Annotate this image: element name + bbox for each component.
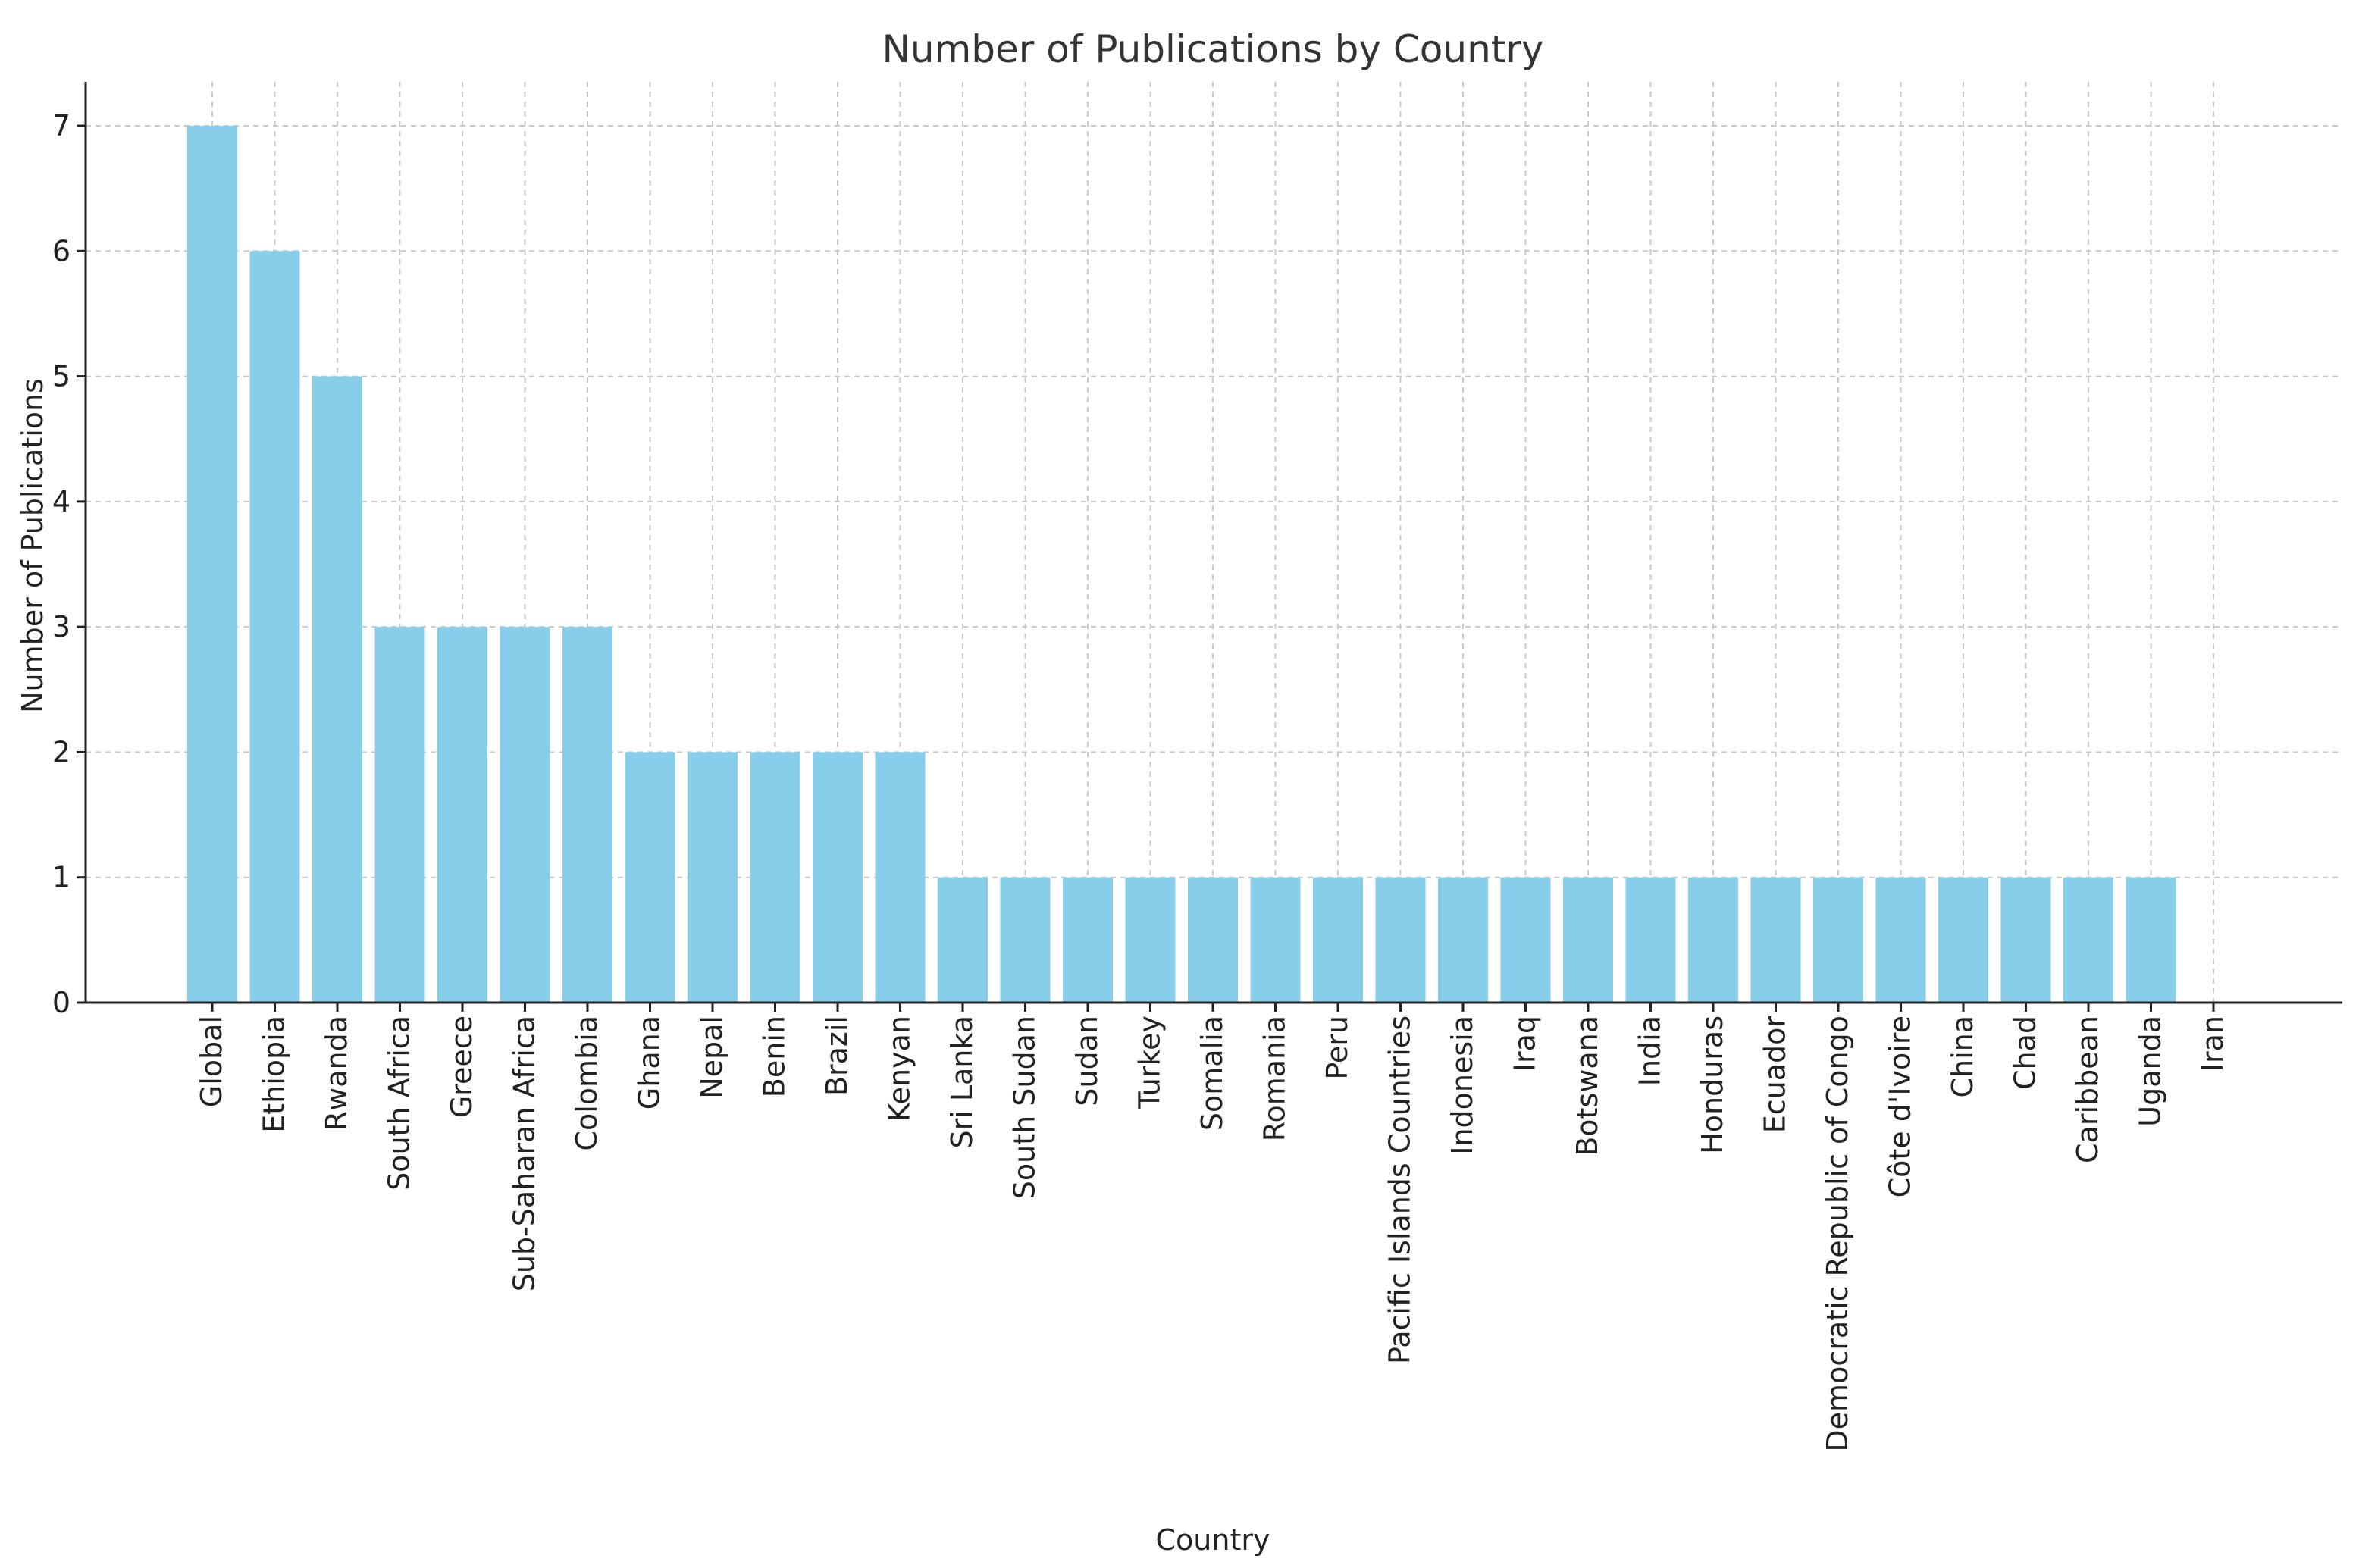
bar	[938, 877, 988, 1003]
x-tick-label: China	[1946, 1016, 1979, 1098]
bar	[1625, 877, 1676, 1003]
bar	[374, 627, 425, 1003]
x-tick-label: Peru	[1320, 1016, 1354, 1080]
x-tick-label: Colombia	[570, 1016, 603, 1151]
x-tick-label: India	[1634, 1016, 1667, 1086]
bar	[1938, 877, 1988, 1003]
chart-title: Number of Publications by Country	[882, 27, 1543, 71]
bar	[1875, 877, 1926, 1003]
bar	[1250, 877, 1301, 1003]
x-tick-labels: Global Ethiopia Rwanda South Africa Greece Su…	[195, 1016, 2229, 1452]
y-tick-labels: 0 1 2 3 4 5 6 7	[52, 109, 70, 1019]
x-tick-label: Global	[195, 1016, 228, 1107]
bar	[2126, 877, 2176, 1003]
x-tick-label: Nepal	[695, 1016, 728, 1099]
x-tick-label: Sub-Saharan Africa	[508, 1016, 541, 1291]
bar	[2000, 877, 2051, 1003]
bar	[1188, 877, 1238, 1003]
x-tick-label: Democratic Republic of Congo	[1821, 1016, 1854, 1452]
x-tick-label: South Sudan	[1008, 1016, 1042, 1199]
axes	[77, 82, 2342, 1012]
bar	[875, 752, 926, 1003]
x-tick-label: Rwanda	[320, 1016, 353, 1131]
x-tick-label: Ghana	[633, 1016, 666, 1109]
y-tick-label: 0	[52, 986, 70, 1019]
x-tick-label: Caribbean	[2071, 1016, 2104, 1163]
bar	[1688, 877, 1738, 1003]
x-tick-label: Greece	[445, 1016, 478, 1118]
bar	[500, 627, 550, 1003]
x-tick-label: Sri Lanka	[945, 1016, 979, 1149]
bar	[437, 627, 487, 1003]
x-tick-label: Indonesia	[1446, 1016, 1479, 1155]
y-tick-label: 3	[52, 610, 70, 643]
x-tick-label: Côte d'Ivoire	[1884, 1016, 1917, 1197]
bar	[1750, 877, 1801, 1003]
bar	[625, 752, 675, 1003]
bar	[187, 126, 237, 1003]
bar	[1375, 877, 1426, 1003]
x-tick-label: Ecuador	[1759, 1016, 1792, 1134]
bar	[1813, 877, 1863, 1003]
x-tick-label: Iran	[2196, 1016, 2229, 1072]
x-tick-label: Pacific Islands Countries	[1383, 1016, 1417, 1364]
x-tick-label: Benin	[758, 1016, 791, 1097]
x-tick-label: Botswana	[1571, 1016, 1604, 1156]
x-tick-label: South Africa	[383, 1016, 416, 1191]
y-tick-label: 7	[52, 109, 70, 142]
x-tick-label: Sudan	[1070, 1016, 1104, 1106]
bar	[750, 752, 800, 1003]
bar	[1500, 877, 1551, 1003]
x-tick-label: Chad	[2009, 1016, 2042, 1090]
bar	[2063, 877, 2113, 1003]
y-tick-label: 5	[52, 360, 70, 393]
bar	[312, 376, 362, 1003]
x-axis-label: Country	[1156, 1523, 1270, 1557]
bar	[1000, 877, 1051, 1003]
y-tick-label: 4	[52, 485, 70, 518]
y-axis-label: Number of Publications	[16, 378, 49, 713]
x-tick-label: Uganda	[2134, 1016, 2167, 1127]
bars	[187, 126, 2176, 1003]
x-tick-label: Iraq	[1508, 1016, 1542, 1072]
bar	[1125, 877, 1176, 1003]
x-tick-label: Somalia	[1195, 1016, 1229, 1131]
bar	[1063, 877, 1113, 1003]
bar	[1438, 877, 1488, 1003]
bar	[562, 627, 612, 1003]
y-tick-label: 2	[52, 735, 70, 768]
bar	[688, 752, 738, 1003]
x-tick-label: Honduras	[1696, 1016, 1729, 1154]
x-tick-label: Kenyan	[883, 1016, 916, 1122]
x-tick-label: Ethiopia	[258, 1016, 291, 1133]
y-tick-label: 6	[52, 234, 70, 268]
bar	[813, 752, 863, 1003]
x-tick-label: Brazil	[820, 1016, 854, 1096]
bar	[1313, 877, 1363, 1003]
bar	[1563, 877, 1613, 1003]
y-tick-label: 1	[52, 861, 70, 894]
x-tick-label: Romania	[1258, 1016, 1292, 1141]
x-tick-label: Turkey	[1133, 1016, 1167, 1110]
bar	[249, 251, 300, 1003]
